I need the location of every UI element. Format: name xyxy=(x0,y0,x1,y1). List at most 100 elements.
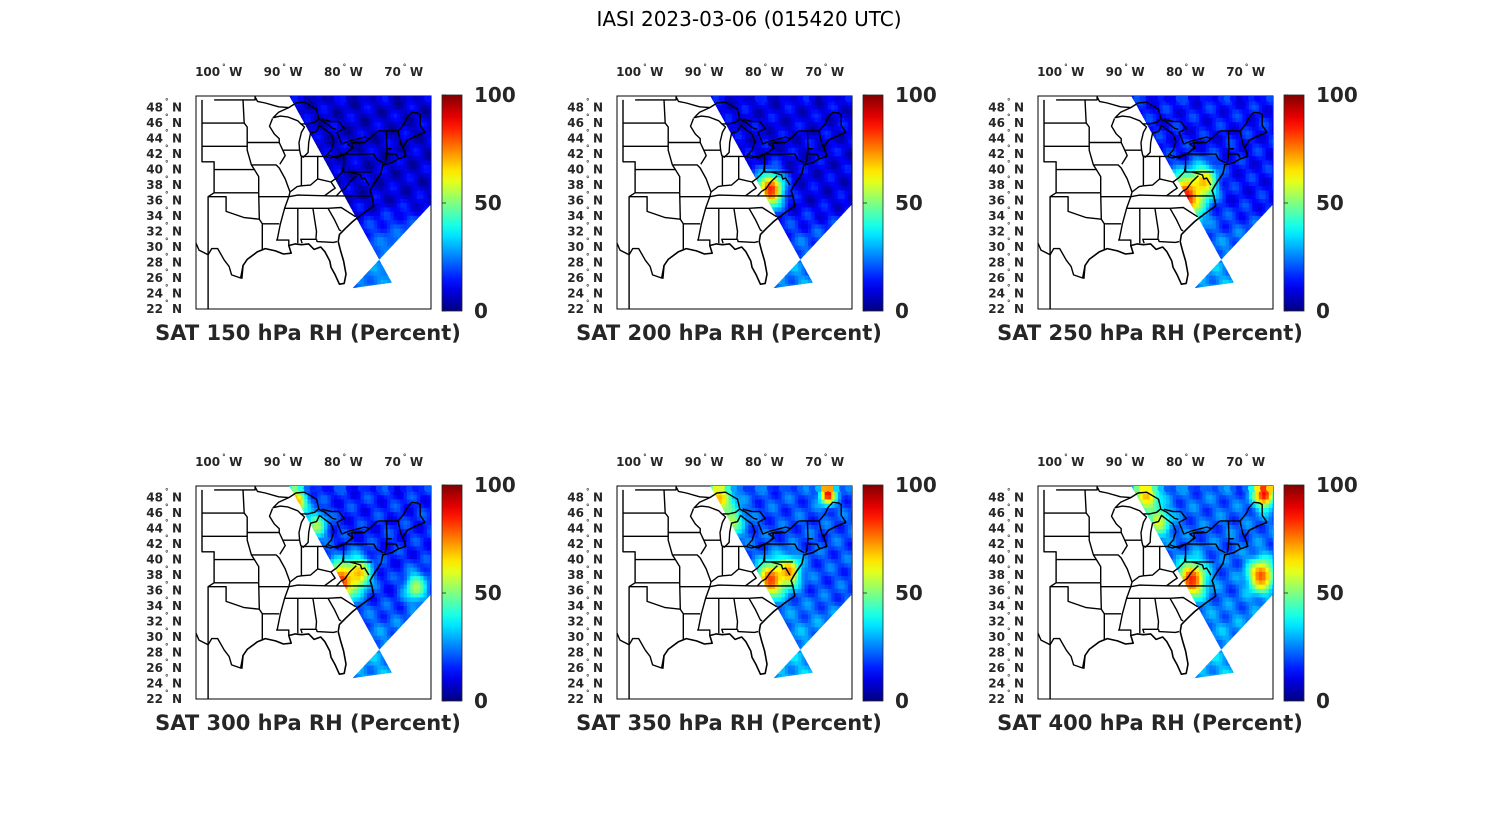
lat-tick-label: 34 ° N xyxy=(567,596,603,613)
colorbar-tick-label: 100 xyxy=(1316,473,1358,497)
svg-text:N: N xyxy=(172,302,182,316)
lat-tick-label: 38 ° N xyxy=(146,175,182,192)
lon-tick-label: 90 ° W xyxy=(264,453,303,469)
swath-edge-dots xyxy=(1131,486,1273,493)
map-panel-200hpa: 100 ° W 90 ° W 80 ° W 70 ° W 48 ° N46 ° N44 ° N42 ° N40 ° N38 °… xyxy=(567,63,936,345)
coastline xyxy=(241,521,426,675)
lat-tick-label: 34 ° N xyxy=(567,206,603,223)
colorbar-tick-label: 50 xyxy=(1316,191,1344,215)
colorbar-tick-label: 100 xyxy=(895,83,937,107)
svg-text:W: W xyxy=(350,65,363,79)
panel-title: SAT 150 hPa RH (Percent) xyxy=(155,321,461,345)
lat-tick-label: 28 ° N xyxy=(567,253,603,270)
coastline xyxy=(1083,521,1268,675)
map-panel-250hpa: 100 ° W 90 ° W 80 ° W 70 ° W 48 ° N46 ° N44 ° N42 ° N40 ° N38 °… xyxy=(988,63,1357,345)
map-panel-400hpa: 100 ° W 90 ° W 80 ° W 70 ° W 48 ° N46 ° N44 ° N42 ° N40 ° N38 °… xyxy=(988,453,1357,735)
lon-tick-label: 100 ° W xyxy=(195,63,242,79)
svg-text:°: ° xyxy=(165,129,169,137)
colorbar-tick-label: 50 xyxy=(895,191,923,215)
lat-tick-label: 42 ° N xyxy=(988,144,1024,161)
colorbar-tick-label: 100 xyxy=(474,83,516,107)
colorbar-tick-label: 0 xyxy=(1316,299,1330,323)
lat-tick-label: 28 ° N xyxy=(988,643,1024,660)
lat-tick-label: 48 ° N xyxy=(988,98,1024,115)
lat-tick-label: 40 ° N xyxy=(146,550,182,567)
svg-text:N: N xyxy=(172,256,182,270)
lat-tick-label: 24 ° N xyxy=(988,284,1024,301)
colorbar-tick-label: 50 xyxy=(474,191,502,215)
svg-text:80: 80 xyxy=(324,65,341,79)
svg-text:°: ° xyxy=(222,63,226,71)
lat-tick-label: 22 ° N xyxy=(146,689,182,706)
lat-tick-label: 30 ° N xyxy=(146,237,182,254)
lat-tick-label: 26 ° N xyxy=(146,658,182,675)
lat-tick-label: 46 ° N xyxy=(146,503,182,520)
svg-text:90: 90 xyxy=(264,65,281,79)
lat-tick-label: 36 ° N xyxy=(567,581,603,598)
colorbar-tick-label: 100 xyxy=(1316,83,1358,107)
lat-tick-label: 32 ° N xyxy=(567,222,603,239)
svg-text:°: ° xyxy=(165,175,169,183)
lat-tick-label: 34 ° N xyxy=(988,206,1024,223)
lat-tick-label: 36 ° N xyxy=(567,191,603,208)
svg-text:48: 48 xyxy=(146,101,163,115)
svg-text:°: ° xyxy=(165,206,169,214)
lat-tick-label: 46 ° N xyxy=(988,113,1024,130)
svg-text:24: 24 xyxy=(146,287,163,301)
panel-title: SAT 250 hPa RH (Percent) xyxy=(997,321,1303,345)
lat-tick-label: 26 ° N xyxy=(567,658,603,675)
svg-text:°: ° xyxy=(165,237,169,245)
lon-tick-label: 90 ° W xyxy=(685,453,724,469)
lat-tick-label: 40 ° N xyxy=(567,160,603,177)
lon-tick-label: 100 ° W xyxy=(1037,453,1084,469)
map-panel-350hpa: 100 ° W 90 ° W 80 ° W 70 ° W 48 ° N46 ° N44 ° N42 ° N40 ° N38 °… xyxy=(567,453,936,735)
lon-tick-label: 100 ° W xyxy=(616,63,663,79)
lon-tick-label: 80 ° W xyxy=(324,63,363,79)
lon-tick-label: 90 ° W xyxy=(264,63,303,79)
lat-tick-label: 36 ° N xyxy=(146,191,182,208)
lat-tick-label: 36 ° N xyxy=(988,581,1024,598)
swath-edge-dots xyxy=(289,96,431,103)
lat-tick-label: 46 ° N xyxy=(988,503,1024,520)
colorbar-tick-label: 50 xyxy=(474,581,502,605)
lat-tick-label: 22 ° N xyxy=(146,299,182,316)
lat-tick-label: 42 ° N xyxy=(567,534,603,551)
lat-tick-label: 22 ° N xyxy=(988,689,1024,706)
colorbar-tick-label: 100 xyxy=(474,473,516,497)
colorbar-tick-label: 0 xyxy=(474,299,488,323)
lat-tick-label: 48 ° N xyxy=(567,488,603,505)
svg-text:°: ° xyxy=(165,160,169,168)
lat-tick-label: 30 ° N xyxy=(146,627,182,644)
svg-text:N: N xyxy=(172,271,182,285)
svg-text:N: N xyxy=(172,178,182,192)
svg-text:N: N xyxy=(172,225,182,239)
svg-text:N: N xyxy=(172,287,182,301)
lat-tick-label: 46 ° N xyxy=(146,113,182,130)
lat-tick-label: 24 ° N xyxy=(146,284,182,301)
lat-tick-label: 38 ° N xyxy=(567,565,603,582)
svg-text:W: W xyxy=(229,65,242,79)
lat-tick-label: 30 ° N xyxy=(567,237,603,254)
lat-tick-label: 32 ° N xyxy=(146,612,182,629)
svg-text:°: ° xyxy=(165,253,169,261)
svg-text:28: 28 xyxy=(146,256,163,270)
svg-text:44: 44 xyxy=(146,132,163,146)
lon-tick-label: 70 ° W xyxy=(1226,453,1265,469)
lon-tick-label: 80 ° W xyxy=(324,453,363,469)
state-boundaries xyxy=(195,486,426,699)
lat-tick-label: 34 ° N xyxy=(988,596,1024,613)
svg-text:°: ° xyxy=(403,63,407,71)
lon-tick-label: 80 ° W xyxy=(745,453,784,469)
colorbar-tick-label: 50 xyxy=(895,581,923,605)
lat-tick-label: 42 ° N xyxy=(988,534,1024,551)
panel-title: SAT 200 hPa RH (Percent) xyxy=(576,321,882,345)
state-boundaries xyxy=(195,96,426,309)
svg-text:°: ° xyxy=(282,63,286,71)
svg-text:34: 34 xyxy=(146,209,163,223)
svg-text:N: N xyxy=(172,240,182,254)
svg-text:40: 40 xyxy=(146,163,163,177)
svg-text:°: ° xyxy=(165,284,169,292)
colorbar-tick-label: 0 xyxy=(474,689,488,713)
swath-edge-dots xyxy=(1131,96,1273,103)
